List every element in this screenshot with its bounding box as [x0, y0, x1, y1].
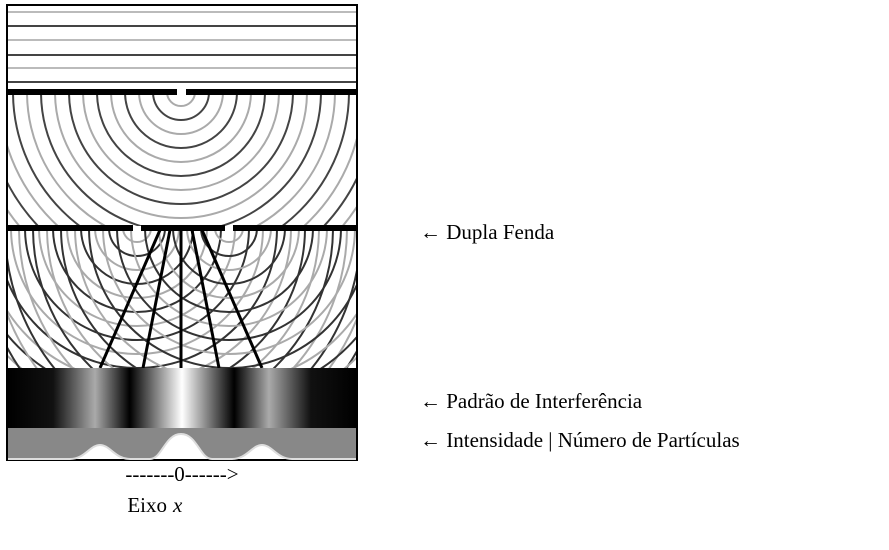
label: ← Intensidade | Número de Partículas [420, 428, 740, 452]
label: ← Padrão de Interferência [420, 389, 643, 413]
barrier [7, 225, 133, 231]
diagram: ← Dupla Fenda ← Padrão de Interferência … [0, 0, 889, 550]
barrier [186, 89, 357, 95]
barrier [141, 225, 225, 231]
interference-pattern [8, 368, 356, 428]
axis-arrow: -------0------> [125, 462, 238, 486]
axis-variable: x [172, 493, 183, 517]
label: ← Dupla Fenda [420, 220, 555, 244]
barrier [7, 89, 177, 95]
barrier [233, 225, 357, 231]
axis-name: Eixo [127, 493, 167, 517]
